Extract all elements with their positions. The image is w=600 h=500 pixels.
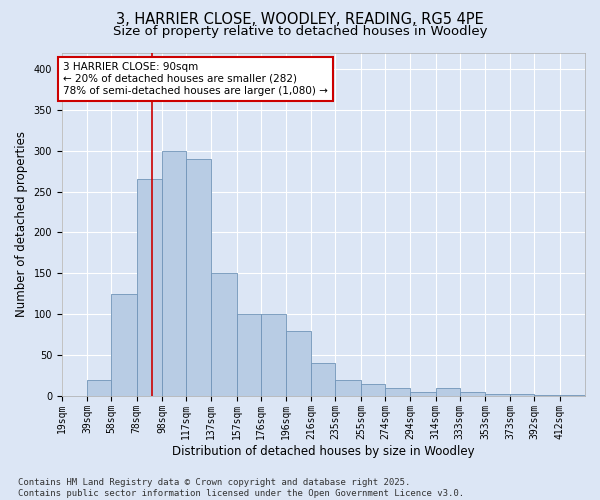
Bar — [485, 394, 510, 396]
Text: Size of property relative to detached houses in Woodley: Size of property relative to detached ho… — [113, 25, 487, 38]
Bar — [460, 392, 485, 396]
Y-axis label: Number of detached properties: Number of detached properties — [15, 132, 28, 318]
Bar — [261, 314, 286, 396]
Bar — [186, 159, 211, 396]
Text: 3, HARRIER CLOSE, WOODLEY, READING, RG5 4PE: 3, HARRIER CLOSE, WOODLEY, READING, RG5 … — [116, 12, 484, 28]
Bar — [361, 384, 385, 396]
Bar — [236, 314, 261, 396]
Bar — [311, 364, 335, 396]
Bar — [286, 330, 311, 396]
Bar — [335, 380, 361, 396]
X-axis label: Distribution of detached houses by size in Woodley: Distribution of detached houses by size … — [172, 444, 475, 458]
Bar — [410, 392, 436, 396]
Text: Contains HM Land Registry data © Crown copyright and database right 2025.
Contai: Contains HM Land Registry data © Crown c… — [18, 478, 464, 498]
Bar — [560, 395, 585, 396]
Bar — [211, 274, 236, 396]
Bar — [137, 180, 162, 396]
Bar — [510, 394, 535, 396]
Bar — [436, 388, 460, 396]
Bar — [535, 395, 560, 396]
Text: 3 HARRIER CLOSE: 90sqm
← 20% of detached houses are smaller (282)
78% of semi-de: 3 HARRIER CLOSE: 90sqm ← 20% of detached… — [63, 62, 328, 96]
Bar — [87, 380, 111, 396]
Bar — [385, 388, 410, 396]
Bar — [111, 294, 137, 396]
Bar — [162, 150, 186, 396]
